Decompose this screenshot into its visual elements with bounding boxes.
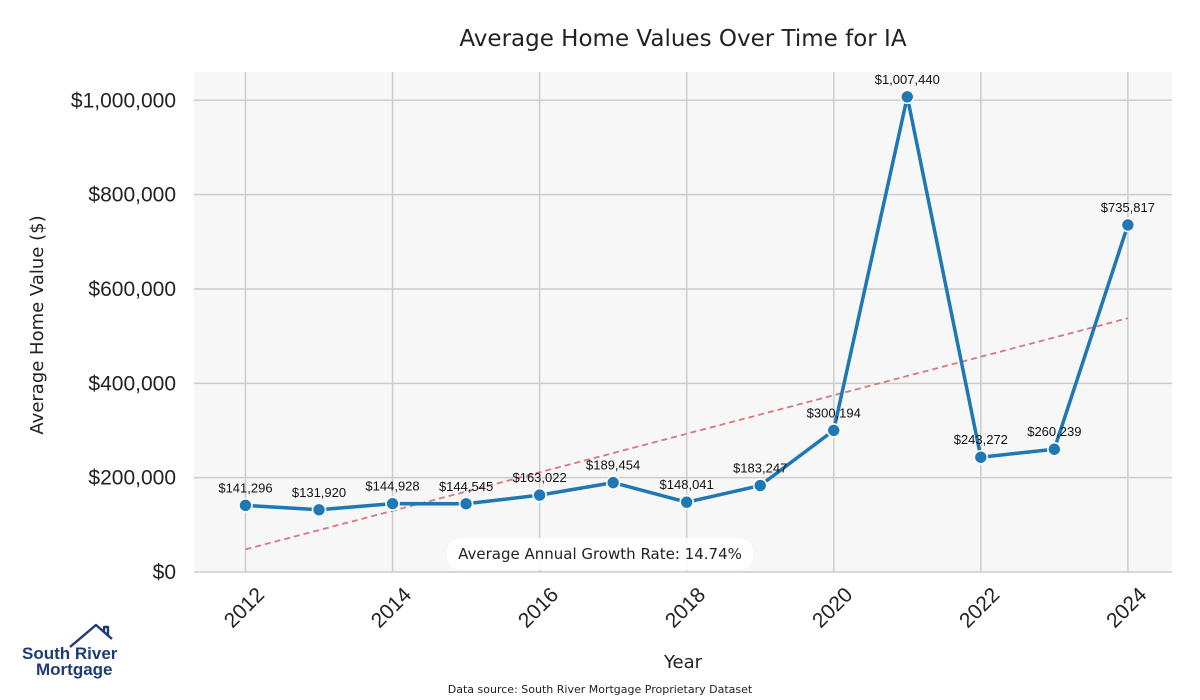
data-label: $131,920 [292, 485, 346, 500]
house-roof-icon [69, 623, 113, 648]
data-label: $735,817 [1101, 200, 1155, 215]
y-tick-label: $0 [153, 561, 176, 584]
data-label: $300,194 [807, 405, 861, 420]
data-point [532, 487, 547, 503]
x-tick-label: 2024 [1102, 583, 1152, 633]
y-axis-ticks: $0 $200,000 $400,000 $600,000 $800,000 $1,000… [71, 89, 176, 584]
y-axis-title: Average Home Value ($) [27, 215, 48, 434]
y-tick-label: $200,000 [88, 467, 176, 490]
company-logo: South River Mortgage [22, 623, 118, 679]
data-point [899, 89, 915, 105]
data-source-note: Data source: South River Mortgage Propri… [448, 683, 753, 696]
data-labels: $141,296 $131,920 $144,928 $144,545 $163,022… [218, 72, 1155, 500]
data-label: $260,239 [1027, 424, 1081, 439]
data-point [679, 494, 694, 510]
y-tick-label: $400,000 [88, 372, 176, 395]
data-point [973, 449, 989, 465]
logo-text-line2: Mortgage [36, 660, 113, 679]
growth-rate-annotation: Average Annual Growth Rate: 14.74% [447, 538, 753, 570]
data-point [752, 478, 768, 493]
chart-title: Average Home Values Over Time for IA [459, 26, 906, 52]
data-point [826, 423, 842, 438]
data-point [238, 498, 253, 513]
annotation-box [447, 538, 753, 570]
data-label: $183,247 [733, 461, 787, 476]
y-tick-label: $1,000,000 [71, 89, 176, 112]
x-tick-label: 2014 [367, 583, 417, 633]
grid-lines [194, 72, 1172, 573]
data-label: $189,454 [586, 458, 640, 473]
x-tick-label: 2012 [220, 583, 269, 632]
x-tick-label: 2020 [808, 583, 857, 632]
y-tick-label: $800,000 [88, 184, 176, 207]
data-point [458, 496, 474, 512]
annotation-text: Average Annual Growth Rate: 14.74% [458, 545, 742, 563]
x-axis-title: Year [663, 652, 703, 673]
data-point [1120, 217, 1136, 233]
x-tick-label: 2016 [514, 583, 563, 632]
plot-area [194, 72, 1172, 572]
data-label: $243,272 [954, 432, 1008, 447]
x-tick-label: 2018 [661, 583, 710, 632]
logo-text-line1: South River [22, 644, 118, 663]
data-point [385, 496, 400, 511]
data-label: $163,022 [512, 470, 566, 485]
data-points [238, 89, 1136, 518]
data-point [605, 475, 621, 490]
x-tick-label: 2022 [955, 583, 1004, 632]
data-label: $144,545 [439, 479, 493, 494]
x-axis-ticks: 2012 2014 2016 2018 2020 2022 2024 [220, 583, 1152, 633]
y-tick-label: $600,000 [88, 278, 176, 301]
data-point [311, 502, 327, 518]
data-label: $148,041 [660, 477, 714, 492]
data-label: $144,928 [365, 479, 419, 494]
data-label: $141,296 [218, 480, 272, 495]
data-point [1047, 441, 1062, 457]
data-label: $1,007,440 [875, 72, 940, 87]
